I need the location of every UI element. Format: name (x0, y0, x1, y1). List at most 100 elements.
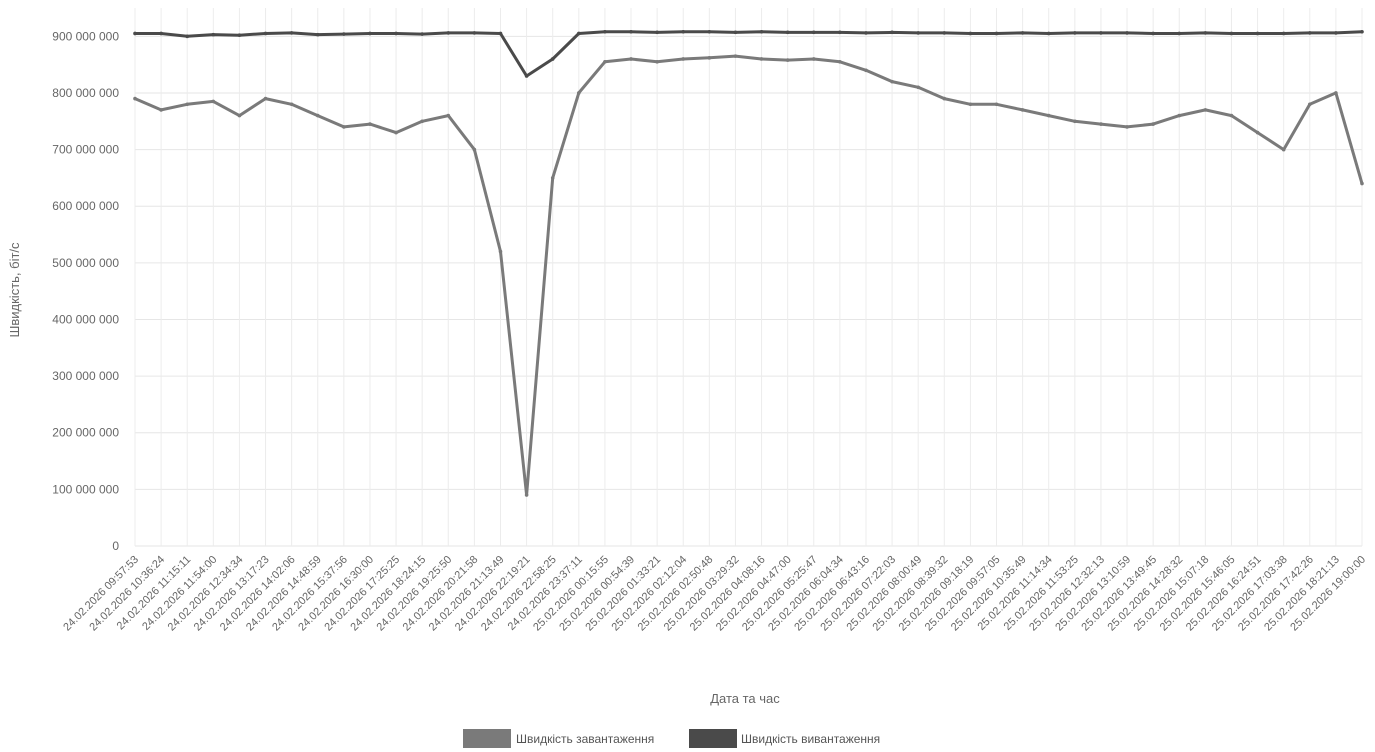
data-point-0 (289, 102, 294, 107)
data-point-0 (263, 96, 268, 101)
y-tick-label: 800 000 000 (52, 86, 119, 100)
data-point-0 (707, 56, 712, 60)
data-point-1 (1099, 31, 1103, 35)
data-point-1 (577, 31, 581, 36)
grid-layer (134, 8, 1363, 547)
y-tick-label: 200 000 000 (52, 426, 119, 440)
data-point-0 (133, 96, 137, 101)
data-point-1 (994, 31, 999, 36)
data-point-0 (1046, 113, 1051, 118)
data-point-0 (1360, 181, 1364, 186)
data-point-0 (759, 57, 764, 61)
data-point-0 (159, 108, 163, 112)
data-point-0 (524, 493, 529, 497)
legend-label: Швидкість вивантаження (741, 732, 880, 746)
data-point-1 (1360, 29, 1364, 34)
data-point-1 (472, 31, 477, 35)
legend-label: Швидкість завантаження (516, 732, 654, 746)
y-tick-label: 100 000 000 (52, 482, 119, 496)
data-point-0 (1307, 102, 1312, 107)
data-point-1 (942, 31, 947, 35)
data-point-1 (1307, 31, 1312, 35)
data-point-0 (1073, 119, 1077, 124)
data-point-0 (446, 113, 451, 118)
data-point-1 (603, 29, 607, 34)
y-tick-label: 700 000 000 (52, 143, 119, 157)
data-point-1 (1281, 31, 1286, 36)
data-point-0 (550, 176, 555, 180)
data-point-0 (1334, 91, 1338, 95)
data-point-0 (785, 58, 790, 62)
data-point-0 (629, 57, 633, 61)
data-point-1 (498, 31, 503, 36)
data-point-0 (368, 122, 372, 126)
data-point-1 (1334, 31, 1338, 35)
data-point-0 (942, 96, 947, 101)
legend-swatch (463, 729, 511, 748)
y-tick-label: 0 (112, 539, 119, 553)
data-point-1 (629, 29, 633, 34)
data-point-0 (838, 60, 842, 64)
data-point-0 (342, 125, 346, 129)
data-point-1 (916, 31, 920, 35)
data-point-1 (1125, 31, 1129, 35)
series-line-1 (135, 30, 1363, 78)
y-tick-label: 400 000 000 (52, 312, 119, 326)
data-point-0 (994, 102, 999, 107)
data-point-0 (472, 147, 477, 152)
y-axis-ticks: 0 100 000 000 200 000 000 300 000 000 400 00… (52, 29, 119, 553)
data-point-0 (577, 91, 581, 95)
data-point-0 (237, 113, 242, 118)
data-point-0 (1281, 147, 1286, 152)
data-point-1 (342, 32, 346, 36)
data-point-1 (759, 29, 764, 34)
data-point-0 (498, 249, 503, 254)
data-point-0 (420, 119, 424, 124)
data-point-1 (1203, 31, 1208, 35)
data-point-1 (811, 30, 816, 35)
data-point-0 (315, 113, 320, 118)
data-point-0 (1229, 113, 1234, 118)
data-point-1 (968, 31, 973, 36)
y-tick-label: 900 000 000 (52, 29, 119, 43)
legend: Швидкість завантаження Швидкість вивантаж… (463, 729, 880, 748)
y-tick-label: 500 000 000 (52, 256, 119, 270)
data-point-0 (1255, 130, 1260, 135)
data-point-1 (394, 31, 398, 36)
y-axis-title: Швидкість, біт/с (7, 242, 22, 338)
data-point-1 (1177, 31, 1182, 36)
series-layer (133, 29, 1364, 497)
data-point-1 (838, 30, 842, 35)
data-point-1 (785, 30, 790, 35)
series-line-0 (134, 54, 1364, 497)
data-point-0 (968, 102, 973, 107)
data-point-0 (211, 99, 216, 104)
data-point-0 (1125, 125, 1129, 129)
data-point-0 (811, 57, 816, 61)
x-axis-title: Дата та час (710, 691, 780, 706)
data-point-1 (237, 33, 242, 37)
data-point-1 (864, 31, 868, 35)
legend-swatch (689, 729, 737, 748)
data-point-0 (185, 102, 190, 107)
data-point-1 (211, 32, 216, 37)
data-point-1 (550, 57, 555, 61)
data-point-1 (890, 30, 894, 35)
data-point-0 (1177, 113, 1182, 118)
data-point-1 (1229, 31, 1234, 36)
data-point-1 (733, 30, 738, 35)
data-point-1 (1073, 31, 1077, 35)
data-point-1 (1255, 31, 1260, 36)
data-point-0 (394, 130, 398, 135)
data-point-1 (315, 32, 320, 37)
data-point-1 (1020, 31, 1025, 35)
data-point-0 (1203, 108, 1208, 112)
data-point-0 (864, 68, 868, 73)
data-point-0 (733, 54, 738, 58)
data-point-0 (890, 79, 894, 84)
data-point-1 (133, 31, 137, 36)
data-point-1 (289, 31, 294, 35)
data-point-0 (681, 57, 686, 61)
